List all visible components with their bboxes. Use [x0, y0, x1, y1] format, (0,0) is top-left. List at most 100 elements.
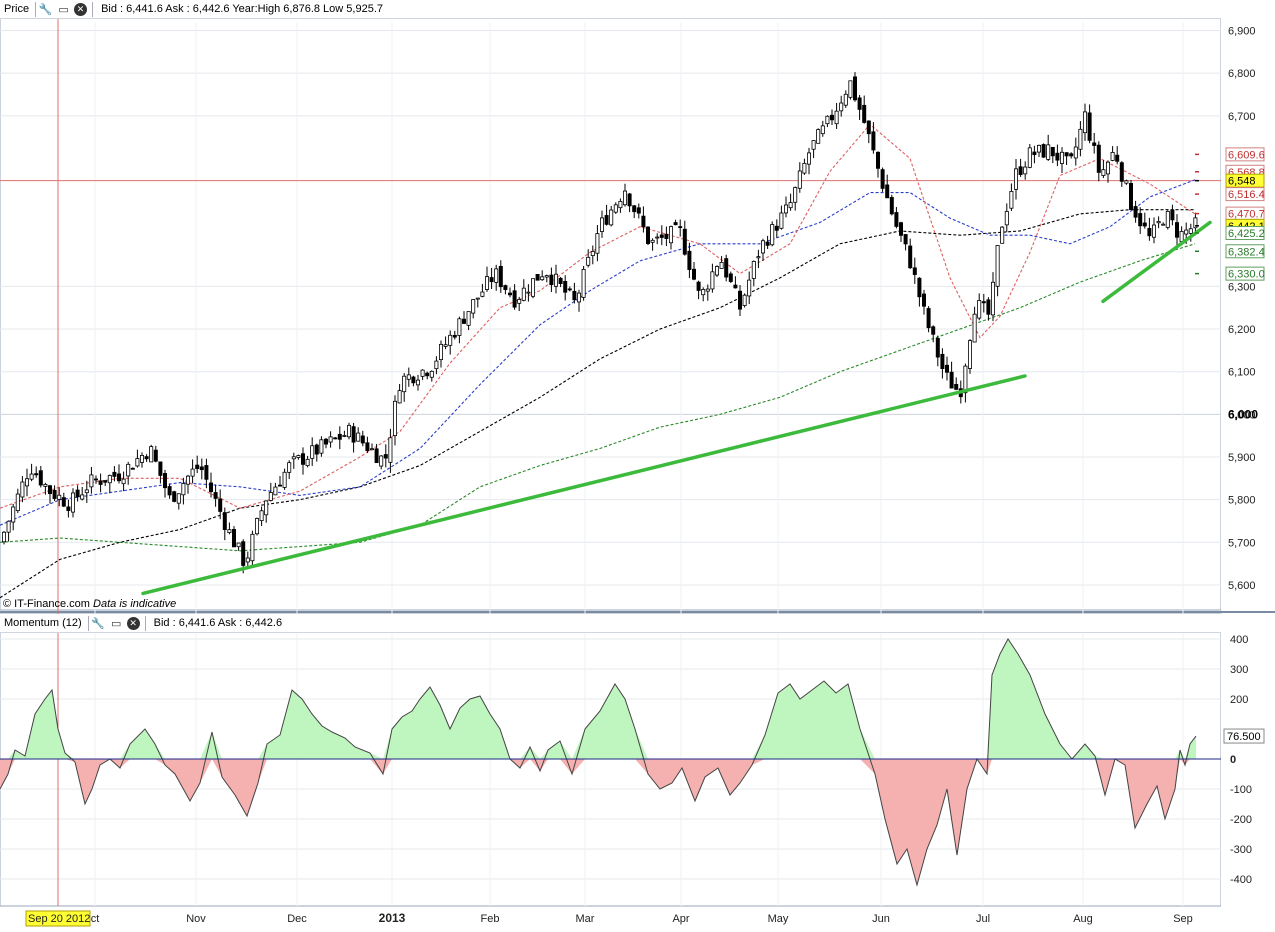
candle-down — [512, 290, 517, 308]
candle-down — [687, 250, 692, 270]
candle-down — [728, 273, 733, 282]
candle-down — [1170, 209, 1175, 221]
candle-down — [945, 364, 950, 373]
candle-up — [29, 473, 34, 480]
candle-down — [899, 222, 904, 236]
candle-down — [158, 461, 163, 476]
candle-down — [935, 337, 940, 358]
candle-down — [204, 465, 209, 480]
price-axis-area — [1221, 0, 1275, 610]
x-cursor-date-box — [25, 910, 91, 927]
trendline-layer — [141, 220, 1212, 596]
candle-down — [162, 473, 167, 489]
close-icon[interactable]: ✕ — [74, 2, 88, 16]
candle-up — [807, 152, 812, 165]
candle-down — [360, 435, 365, 444]
candle-up — [471, 299, 476, 314]
candle-up — [797, 170, 802, 189]
candle-up — [1188, 228, 1193, 234]
candle-up — [1027, 147, 1032, 168]
momentum-tick-label: 300 — [1230, 664, 1248, 676]
candle-down — [664, 233, 669, 239]
candle-down — [1119, 162, 1124, 182]
x-tick-label: ct — [91, 913, 100, 925]
candle-down — [857, 97, 862, 110]
candle-down — [1096, 144, 1101, 173]
candle-up — [1124, 180, 1129, 184]
candle-up — [356, 432, 361, 442]
candle-up — [475, 297, 480, 300]
candle-down — [38, 470, 43, 486]
momentum-positive-area — [0, 639, 1196, 759]
momentum-panel-header: Momentum (12) 🔧 ▭ ✕ Bid : 6,441.6 Ask : … — [0, 614, 1221, 633]
candle-up — [84, 489, 89, 494]
candle-down — [34, 473, 39, 476]
candle-up — [623, 190, 628, 206]
ma-long-line — [0, 209, 1195, 599]
candle-up — [185, 475, 190, 485]
candle-up — [531, 278, 536, 297]
wrench-icon[interactable]: 🔧 — [91, 617, 105, 630]
candle-down — [641, 215, 646, 228]
candle-up — [89, 474, 94, 488]
candle-up — [802, 162, 807, 174]
x-tick-label: Mar — [576, 913, 595, 925]
candle-up — [466, 311, 471, 326]
price-level-label: 6,516.4 — [1228, 189, 1265, 201]
x-axis-layer: Sep 20 2012 ct Nov Dec 2013 Feb Mar Apr May Jun Ju… — [25, 910, 1193, 927]
candle-down — [871, 131, 876, 151]
candle-up — [655, 236, 660, 239]
candle-up — [227, 529, 232, 533]
candle-down — [949, 371, 954, 389]
candle-down — [931, 326, 936, 335]
candle-up — [20, 481, 25, 498]
candle-down — [1018, 166, 1023, 175]
price-level-box — [1225, 244, 1265, 259]
candle-up — [438, 343, 443, 361]
wrench-icon[interactable]: 🔧 — [38, 3, 53, 16]
x-tick-label: Feb — [481, 913, 500, 925]
close-icon[interactable]: ✕ — [126, 616, 140, 630]
price-tick-label: 6,300 — [1228, 281, 1256, 293]
momentum-zero-label: 0 — [1230, 754, 1236, 766]
candle-down — [535, 274, 540, 281]
candle-down — [411, 376, 416, 384]
candle-up — [991, 281, 996, 316]
candle-down — [889, 197, 894, 215]
candle-up — [190, 468, 195, 477]
candle-down — [323, 438, 328, 445]
momentum-tick-label: 200 — [1230, 694, 1248, 706]
candle-up — [264, 500, 269, 516]
candle-up — [1156, 221, 1161, 224]
candle-up — [595, 233, 600, 254]
candle-up — [236, 542, 241, 548]
candle-down — [673, 222, 678, 226]
momentum-current-box — [1223, 728, 1265, 744]
candle-up — [126, 463, 131, 477]
price-quote-info: Bid : 6,441.6 Ask : 6,442.6 Year:High 6,… — [101, 3, 383, 15]
candle-down — [853, 76, 858, 101]
candle-up — [24, 478, 29, 487]
candle-down — [351, 426, 356, 443]
support-trendline — [141, 374, 1027, 596]
candle-down — [1142, 222, 1147, 227]
momentum-tick-label: -400 — [1230, 874, 1252, 886]
x-cursor-date-label: Sep 20 2012 — [28, 913, 90, 925]
candle-layer — [2, 72, 1198, 574]
window-icon[interactable]: ▭ — [58, 3, 69, 16]
x-tick-label: Apr — [672, 913, 689, 925]
candle-down — [885, 184, 890, 199]
candle-down — [1092, 142, 1097, 146]
candle-up — [618, 200, 623, 209]
candle-up — [107, 475, 112, 484]
price-plot-area[interactable] — [0, 0, 1222, 611]
candle-down — [1129, 183, 1134, 210]
candle-up — [310, 445, 315, 459]
candle-down — [922, 293, 927, 307]
candle-up — [80, 494, 85, 500]
window-icon[interactable]: ▭ — [110, 617, 122, 630]
candle-up — [701, 289, 706, 296]
candle-up — [972, 313, 977, 343]
candle-up — [15, 493, 20, 512]
